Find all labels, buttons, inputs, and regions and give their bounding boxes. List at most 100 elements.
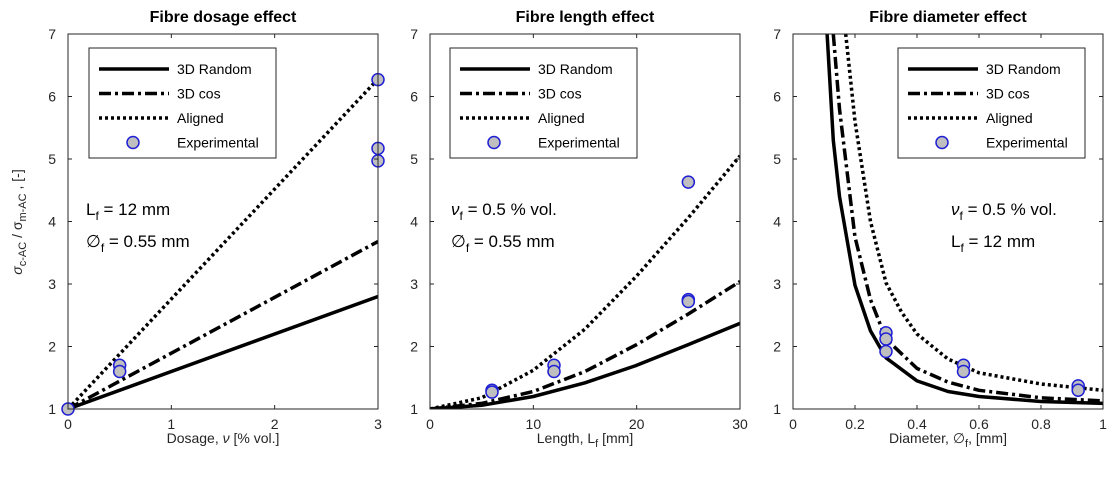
experimental-point: [1071, 383, 1085, 397]
y-tick-label: 4: [48, 214, 56, 230]
x-axis-label-unit: , [mm]: [968, 430, 1007, 446]
legend-label: Experimental: [538, 135, 620, 151]
x-axis-label: Diameter, ∅f, [mm]: [889, 430, 1007, 450]
x-tick-label: 1: [1099, 416, 1107, 432]
y-tick-label: 2: [410, 339, 418, 355]
y-tick-label: 5: [48, 151, 56, 167]
y-axis-label-unit: , [-]: [9, 169, 25, 193]
chart-title: Fibre dosage effect: [150, 9, 297, 26]
annotation-subscript: f: [95, 209, 99, 223]
legend: 3D Random 3D cos Aligned Experimental: [897, 47, 1086, 159]
parameter-annotation: νf = 0.5 % vol.: [451, 200, 557, 223]
y-tick-label: 7: [773, 26, 781, 42]
annotation-symbol: L: [86, 200, 95, 219]
x-axis-label-unit: [% vol.]: [230, 430, 280, 446]
legend-label: 3D cos: [986, 86, 1030, 102]
chart-panel-2: 0 10 20 30 1 2 3 4 5 6 7 Fibre length effect Length,…: [410, 9, 748, 450]
annotation-subscript: f: [960, 241, 964, 255]
legend-label: 3D Random: [986, 61, 1061, 77]
x-axis-label-main: Length, L: [537, 430, 596, 446]
y-tick-label: 3: [48, 276, 56, 292]
legend: 3D Random 3D cos Aligned Experimental: [449, 47, 638, 159]
parameter-annotation: Lf = 12 mm: [951, 232, 1035, 255]
y-axis-label: σc-AC / σm-AC , [-]: [9, 169, 29, 274]
legend-label: Aligned: [538, 110, 585, 126]
parameter-annotation: ∅f = 0.55 mm: [451, 232, 555, 255]
annotation-symbol: ν: [451, 200, 460, 219]
y-tick-label: 7: [410, 26, 418, 42]
y-tick-label: 3: [410, 276, 418, 292]
chart-title: Fibre diameter effect: [869, 9, 1027, 26]
experimental-point: [681, 175, 696, 189]
x-tick-label: 0.6: [969, 416, 989, 432]
series-line-3d-random: [430, 321, 740, 409]
y-tick-label: 1: [48, 401, 56, 417]
experimental-point: [485, 385, 499, 399]
y-tick-label: 5: [773, 151, 781, 167]
x-tick-label: 0: [426, 416, 434, 432]
series-line-aligned: [843, 34, 1103, 393]
chart-panel-3: 0 0.2 0.4 0.6 0.8 1 1 2 3 4 5 6 7 Fibre diameter effe…: [773, 9, 1107, 450]
series-line-3d-cos: [831, 34, 1103, 403]
annotation-value: = 0.55 mm: [104, 232, 190, 251]
legend-label: 3D Random: [538, 61, 613, 77]
series-line-aligned: [430, 154, 740, 409]
y-tick-label: 3: [773, 276, 781, 292]
x-axis-label-symbol: ν: [223, 430, 230, 446]
annotation-symbol: ∅: [451, 232, 466, 251]
y-tick-label: 2: [773, 339, 781, 355]
x-tick-label: 10: [526, 416, 542, 432]
legend-box: [449, 47, 638, 159]
annotation-value: = 12 mm: [964, 232, 1035, 251]
x-tick-label: 1: [167, 416, 175, 432]
x-tick-label: 0.2: [845, 416, 865, 432]
experimental-point: [681, 294, 696, 309]
experimental-point: [879, 332, 893, 346]
legend-marker-experimental: [126, 135, 140, 150]
x-axis-label-subscript: f: [595, 438, 599, 450]
annotation-value: = 0.5 % vol.: [463, 200, 557, 219]
annotation-symbol: L: [951, 232, 960, 251]
y-tick-label: 5: [410, 151, 418, 167]
legend: 3D Random 3D cos Aligned Experimental: [88, 47, 277, 159]
series-line-3d-cos: [430, 280, 740, 409]
legend-box: [897, 47, 1086, 159]
legend-marker-experimental: [487, 135, 501, 150]
parameter-annotation: Lf = 12 mm: [86, 200, 170, 223]
y-tick-label: 6: [773, 89, 781, 105]
y-tick-label: 2: [48, 339, 56, 355]
x-tick-label: 0.8: [1031, 416, 1051, 432]
annotation-subscript: f: [101, 241, 105, 255]
x-axis-label-subscript: f: [965, 438, 969, 450]
x-tick-label: 0: [64, 416, 72, 432]
legend-label: Aligned: [986, 110, 1033, 126]
x-axis-label: Length, Lf [mm]: [537, 430, 633, 450]
annotation-value: = 12 mm: [99, 200, 170, 219]
y-tick-label: 7: [48, 26, 56, 42]
experimental-point: [112, 364, 127, 379]
series-line-3d-cos: [68, 239, 378, 409]
annotation-symbol: ν: [951, 200, 960, 219]
annotation-subscript: f: [460, 209, 464, 223]
legend-marker-experimental: [935, 135, 949, 150]
x-tick-label: 3: [374, 416, 382, 432]
y-tick-label: 6: [48, 89, 56, 105]
parameter-annotation: ∅f = 0.55 mm: [86, 232, 190, 255]
chart-title: Fibre length effect: [516, 9, 655, 26]
x-axis-label-unit: [mm]: [598, 430, 633, 446]
y-tick-label: 4: [773, 214, 781, 230]
x-tick-label: 2: [271, 416, 279, 432]
experimental-point: [547, 364, 561, 379]
y-tick-label: 4: [410, 214, 418, 230]
y-tick-label: 1: [773, 401, 781, 417]
x-axis-label-main: Dosage,: [167, 430, 223, 446]
legend-label: 3D cos: [177, 86, 221, 102]
legend-label: Experimental: [986, 135, 1068, 151]
y-axis-label-symbol: σ: [9, 266, 25, 275]
series-line-3d-random: [68, 294, 378, 409]
legend-label: 3D Random: [177, 61, 252, 77]
x-tick-label: 0.4: [907, 416, 927, 432]
